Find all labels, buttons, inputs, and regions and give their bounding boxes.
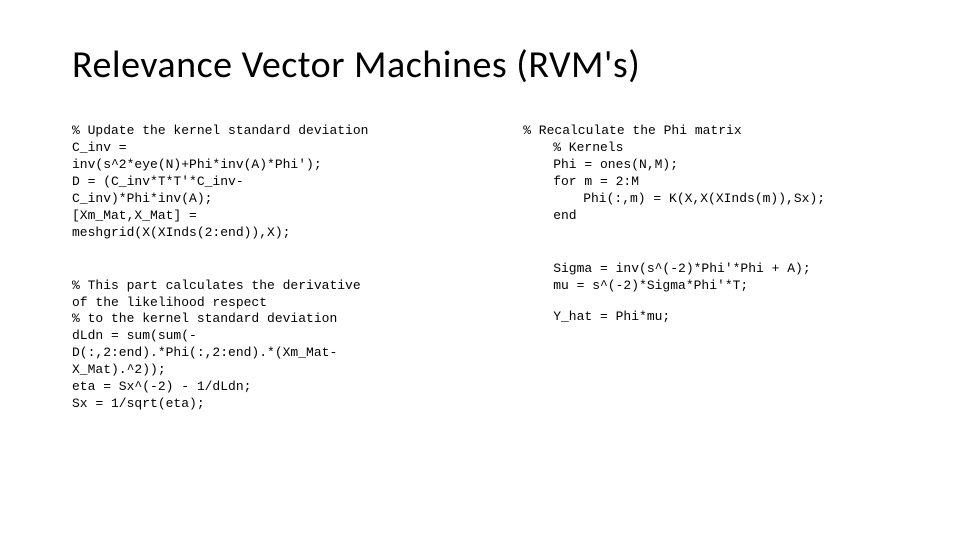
code-line: Sigma = inv(s^(-2)*Phi'*Phi + A); — [523, 262, 888, 277]
right-column: % Recalculate the Phi matrix % Kernels P… — [515, 124, 888, 414]
code-line: D(:,2:end).*Phi(:,2:end).*(Xm_Mat- — [72, 346, 475, 361]
code-line: eta = Sx^(-2) - 1/dLdn; — [72, 380, 475, 395]
code-line: dLdn = sum(sum(- — [72, 329, 475, 344]
code-columns: % Update the kernel standard deviation C… — [72, 124, 888, 414]
code-line: Phi(:,m) = K(X,X(XInds(m)),Sx); — [523, 192, 888, 207]
code-line: X_Mat).^2)); — [72, 363, 475, 378]
code-line: Phi = ones(N,M); — [523, 158, 888, 173]
code-line: meshgrid(X(XInds(2:end)),X); — [72, 226, 475, 241]
code-line: [Xm_Mat,X_Mat] = — [72, 209, 475, 224]
code-line: Y_hat = Phi*mu; — [523, 310, 888, 325]
code-line: % Update the kernel standard deviation — [72, 124, 475, 139]
code-line: C_inv = — [72, 141, 475, 156]
code-line: C_inv)*Phi*inv(A); — [72, 192, 475, 207]
code-line: inv(s^2*eye(N)+Phi*inv(A)*Phi'); — [72, 158, 475, 173]
code-line: % This part calculates the derivative — [72, 279, 475, 294]
code-line: of the likelihood respect — [72, 296, 475, 311]
spacer — [72, 243, 475, 279]
code-line: % Recalculate the Phi matrix — [523, 124, 888, 139]
left-column: % Update the kernel standard deviation C… — [72, 124, 475, 414]
code-line: end — [523, 209, 888, 224]
code-line: % Kernels — [523, 141, 888, 156]
code-line: Sx = 1/sqrt(eta); — [72, 397, 475, 412]
spacer — [523, 226, 888, 262]
page-title: Relevance Vector Machines (RVM's) — [72, 42, 888, 88]
code-line: mu = s^(-2)*Sigma*Phi'*T; — [523, 279, 888, 294]
spacer — [523, 296, 888, 310]
code-line: % to the kernel standard deviation — [72, 312, 475, 327]
code-line: D = (C_inv*T*T'*C_inv- — [72, 175, 475, 190]
code-line: for m = 2:M — [523, 175, 888, 190]
